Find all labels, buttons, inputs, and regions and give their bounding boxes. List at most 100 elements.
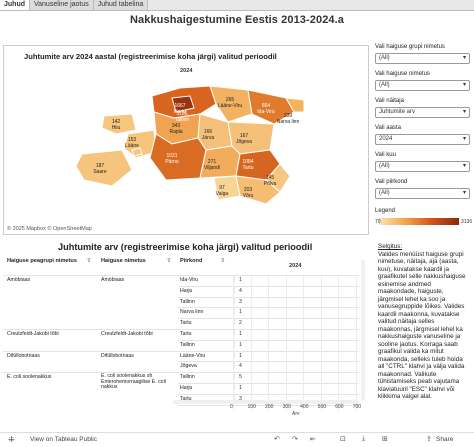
gridline <box>285 276 287 411</box>
cell-group: E. coli soolenakkus <box>7 374 52 381</box>
legend-min: 70 <box>375 219 381 225</box>
filter-icon[interactable]: ⊽ <box>167 258 171 264</box>
value-bar[interactable] <box>233 308 235 315</box>
chevron-down-icon: ▾ <box>462 82 466 88</box>
filter-value-group: (All) <box>379 55 390 61</box>
value-bar[interactable] <box>233 394 235 401</box>
axis-tick: 300 <box>282 404 291 410</box>
region-value-10: 1031 <box>166 153 177 159</box>
gridline <box>303 276 305 411</box>
island-muhu <box>131 147 143 157</box>
gridline <box>338 276 340 411</box>
county-hiiu <box>101 113 137 135</box>
region-name-12: Tartu <box>242 165 253 171</box>
value-bar[interactable] <box>233 319 235 326</box>
download-icon[interactable]: ⤓ <box>362 435 366 442</box>
region-value-16: 203 <box>244 187 253 193</box>
cell-region[interactable]: Harju <box>180 385 193 391</box>
filter-value-month: (All) <box>379 163 390 169</box>
region-name-8: Järva <box>202 135 214 141</box>
county-viljandi <box>199 145 241 179</box>
gridline <box>268 276 270 411</box>
region-value-5: 343 <box>172 123 181 129</box>
fullscreen-icon[interactable]: ⊡ <box>340 436 346 443</box>
value-bar[interactable] <box>233 362 235 369</box>
view-on-tableau-link[interactable]: View on Tableau Public <box>30 436 97 443</box>
cell-region[interactable]: Tallinn <box>180 374 195 381</box>
tab-juhud[interactable]: Juhud <box>0 0 30 10</box>
undo-icon[interactable]: ↶ <box>274 436 280 443</box>
share-icon[interactable]: ⇪ <box>426 436 432 443</box>
page-title: Nakkushaigestumine Eestis 2013-2024.a <box>129 14 345 26</box>
region-value-13: 187 <box>96 163 105 169</box>
help-text: Valides menüüst haiguse grupi nimetuse, … <box>378 250 466 401</box>
county-narva <box>285 97 305 113</box>
map-credit[interactable]: © 2025 Mapbox © OpenStreetMap <box>7 226 92 232</box>
cell-value: 4 <box>239 287 242 294</box>
filter-select-disease[interactable]: (All) ▾ <box>375 80 470 91</box>
tab-vanuseline-jaotus[interactable]: Vanuseline jaotus <box>30 0 94 10</box>
region-value-11: 271 <box>208 159 217 165</box>
region-name-13: Saare <box>93 169 107 175</box>
value-bar[interactable] <box>233 373 235 380</box>
share-button[interactable]: Share <box>436 436 454 443</box>
region-name-4: Narva linn <box>277 119 300 125</box>
gridline <box>233 276 234 411</box>
filter-select-year[interactable]: 2024 ▾ <box>375 134 470 145</box>
value-bar[interactable] <box>233 340 235 347</box>
value-bar[interactable] <box>233 351 235 358</box>
region-name-10: Pärnu <box>165 159 179 165</box>
cell-region[interactable]: Tartu <box>180 331 192 337</box>
value-bar[interactable] <box>233 276 235 282</box>
tab-juhud-tabelina[interactable]: Juhud tabelina <box>93 0 149 10</box>
filter-icon[interactable]: ⊽ <box>221 258 225 264</box>
header-disease: Haiguse nimetus <box>101 258 146 264</box>
value-bar[interactable] <box>233 330 235 336</box>
cell-region[interactable]: Narva linn <box>180 309 204 316</box>
legend-max: 3136 <box>461 219 473 225</box>
filter-label-region: Vali piirkond <box>375 179 408 185</box>
row-divider <box>3 372 359 374</box>
cases-table: Haiguse peagrupi nimetus ⊽ Haiguse nimet… <box>3 254 369 432</box>
region-name-0: Harju <box>174 109 186 115</box>
filter-value-indicator: Juhtumite arv <box>379 109 416 115</box>
cell-region[interactable]: Jõgeva <box>180 363 197 370</box>
region-value-3: 864 <box>262 103 271 109</box>
cell-region[interactable]: Lääne-Viru <box>180 352 206 359</box>
cell-region[interactable]: Tartu <box>180 320 192 327</box>
cell-value: 1 <box>239 352 242 359</box>
county-saare <box>75 149 133 187</box>
region-name-9: Jõgeva <box>236 139 252 145</box>
cell-region[interactable]: Tartu <box>180 395 192 402</box>
footer-toolbar: ⁜ View on Tableau Public ↶ ↷ ⇤ ⊡ ⤓ ⊞ ⇪ S… <box>0 432 474 447</box>
region-value-2: 265 <box>226 97 235 103</box>
cell-region[interactable]: Ida-Viru <box>180 277 199 283</box>
tableau-logo-icon[interactable]: ⁜ <box>8 435 15 444</box>
region-value-14: 145 <box>266 175 275 181</box>
cell-region[interactable]: Tallinn <box>180 341 195 348</box>
cell-disease: Creutzfeldt-Jakobi tõbi <box>101 331 153 337</box>
redo-icon[interactable]: ↷ <box>292 436 298 443</box>
map-panel[interactable]: 1667 Harju 3136 Tallinn 265 Lääne-Viru 864 Ida-… <box>3 45 369 235</box>
filter-select-group[interactable]: (All) ▾ <box>375 53 470 64</box>
row-divider <box>3 350 359 352</box>
value-bar[interactable] <box>233 286 235 293</box>
cell-region[interactable]: Harju <box>180 287 193 294</box>
legend-gradient <box>379 218 459 225</box>
row-divider <box>3 329 359 330</box>
county-tallinn <box>171 95 195 113</box>
filter-select-month[interactable]: (All) ▾ <box>375 161 470 172</box>
filter-icon[interactable]: ⊽ <box>87 258 91 264</box>
cell-region[interactable]: Tallinn <box>180 298 195 305</box>
filter-select-region[interactable]: (All) ▾ <box>375 188 470 199</box>
vertical-scrollbar[interactable] <box>361 260 365 400</box>
filter-label-group: Vali haiguse grupi nimetus <box>375 44 445 50</box>
value-bar[interactable] <box>233 297 235 304</box>
comments-icon[interactable]: ⊞ <box>382 436 388 443</box>
filter-select-indicator[interactable]: Juhtumite arv ▾ <box>375 107 470 118</box>
revert-icon[interactable]: ⇤ <box>310 436 316 443</box>
value-bar[interactable] <box>233 384 235 390</box>
horizontal-scrollbar[interactable] <box>173 400 359 404</box>
table-title: Juhtumite arv (registreerimise koha järg… <box>58 242 313 252</box>
